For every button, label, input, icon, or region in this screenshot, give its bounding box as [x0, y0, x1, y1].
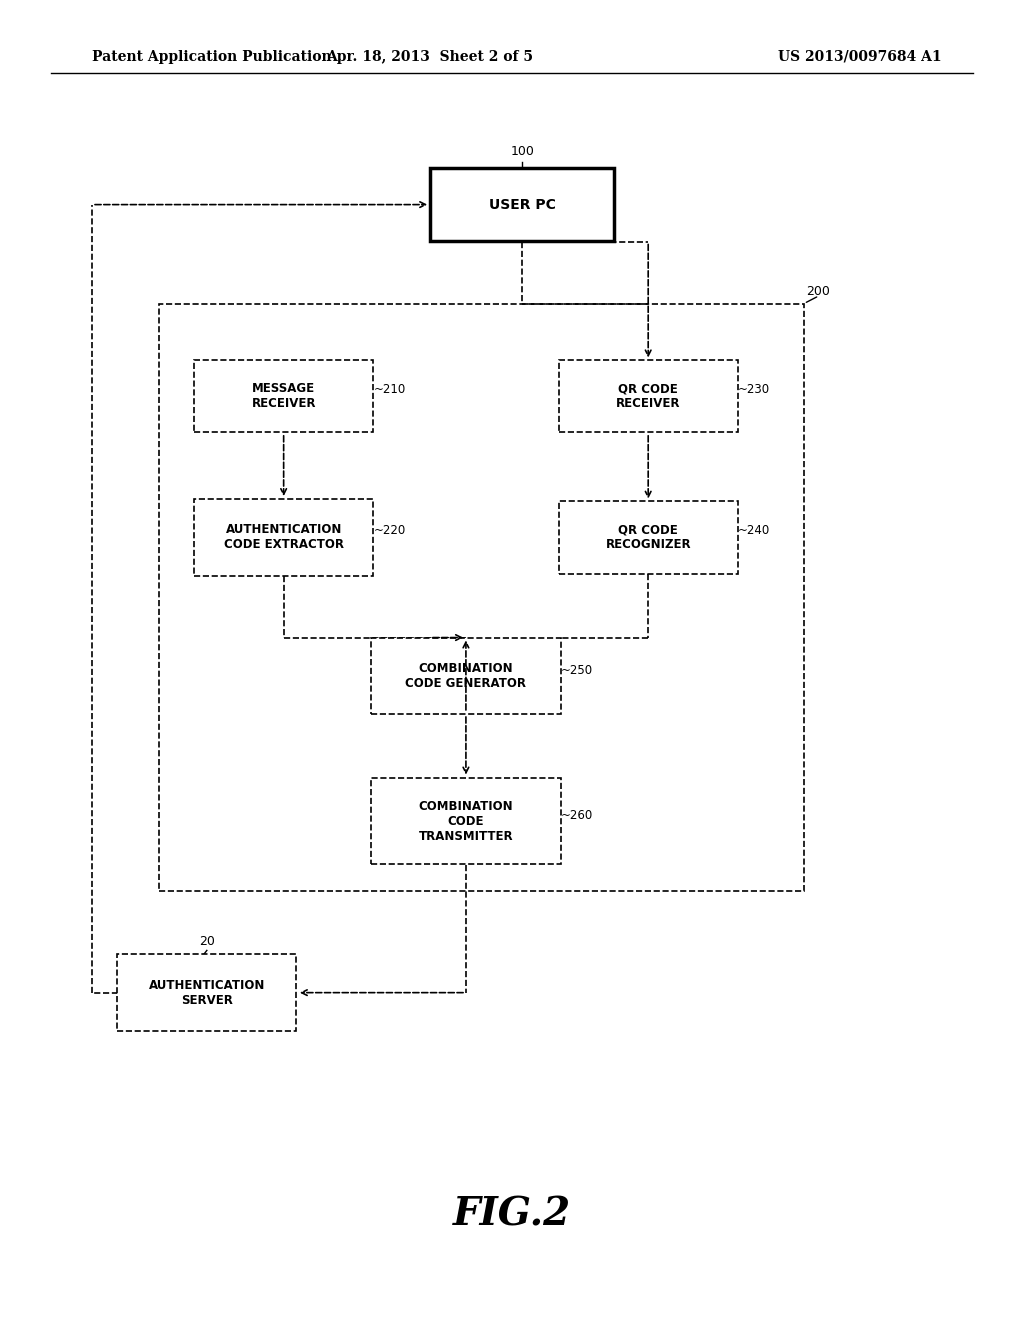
FancyBboxPatch shape — [430, 168, 614, 242]
Text: AUTHENTICATION
CODE EXTRACTOR: AUTHENTICATION CODE EXTRACTOR — [223, 523, 344, 552]
FancyBboxPatch shape — [118, 954, 297, 1031]
Text: QR CODE
RECEIVER: QR CODE RECEIVER — [616, 381, 680, 411]
Text: 20: 20 — [199, 935, 215, 948]
Text: ~210: ~210 — [374, 383, 406, 396]
Text: ~230: ~230 — [737, 383, 769, 396]
Text: ~260: ~260 — [561, 809, 593, 822]
Text: ~250: ~250 — [561, 664, 593, 677]
Text: ~240: ~240 — [737, 524, 769, 537]
Text: USER PC: USER PC — [488, 198, 556, 211]
Text: 200: 200 — [806, 285, 829, 298]
FancyBboxPatch shape — [195, 499, 374, 576]
Text: Patent Application Publication: Patent Application Publication — [92, 50, 332, 63]
Text: QR CODE
RECOGNIZER: QR CODE RECOGNIZER — [605, 523, 691, 552]
FancyBboxPatch shape — [372, 777, 561, 863]
FancyBboxPatch shape — [195, 359, 374, 433]
Text: ~220: ~220 — [374, 524, 406, 537]
Text: Apr. 18, 2013  Sheet 2 of 5: Apr. 18, 2013 Sheet 2 of 5 — [327, 50, 534, 63]
Text: FIG.2: FIG.2 — [453, 1196, 571, 1233]
Text: COMBINATION
CODE GENERATOR: COMBINATION CODE GENERATOR — [406, 661, 526, 690]
FancyBboxPatch shape — [372, 638, 561, 714]
Text: COMBINATION
CODE
TRANSMITTER: COMBINATION CODE TRANSMITTER — [419, 800, 513, 842]
Text: 100: 100 — [510, 145, 535, 158]
Text: MESSAGE
RECEIVER: MESSAGE RECEIVER — [252, 381, 315, 411]
FancyBboxPatch shape — [559, 500, 737, 573]
FancyBboxPatch shape — [559, 359, 737, 433]
Text: US 2013/0097684 A1: US 2013/0097684 A1 — [778, 50, 942, 63]
FancyBboxPatch shape — [159, 304, 804, 891]
Text: AUTHENTICATION
SERVER: AUTHENTICATION SERVER — [148, 978, 265, 1007]
